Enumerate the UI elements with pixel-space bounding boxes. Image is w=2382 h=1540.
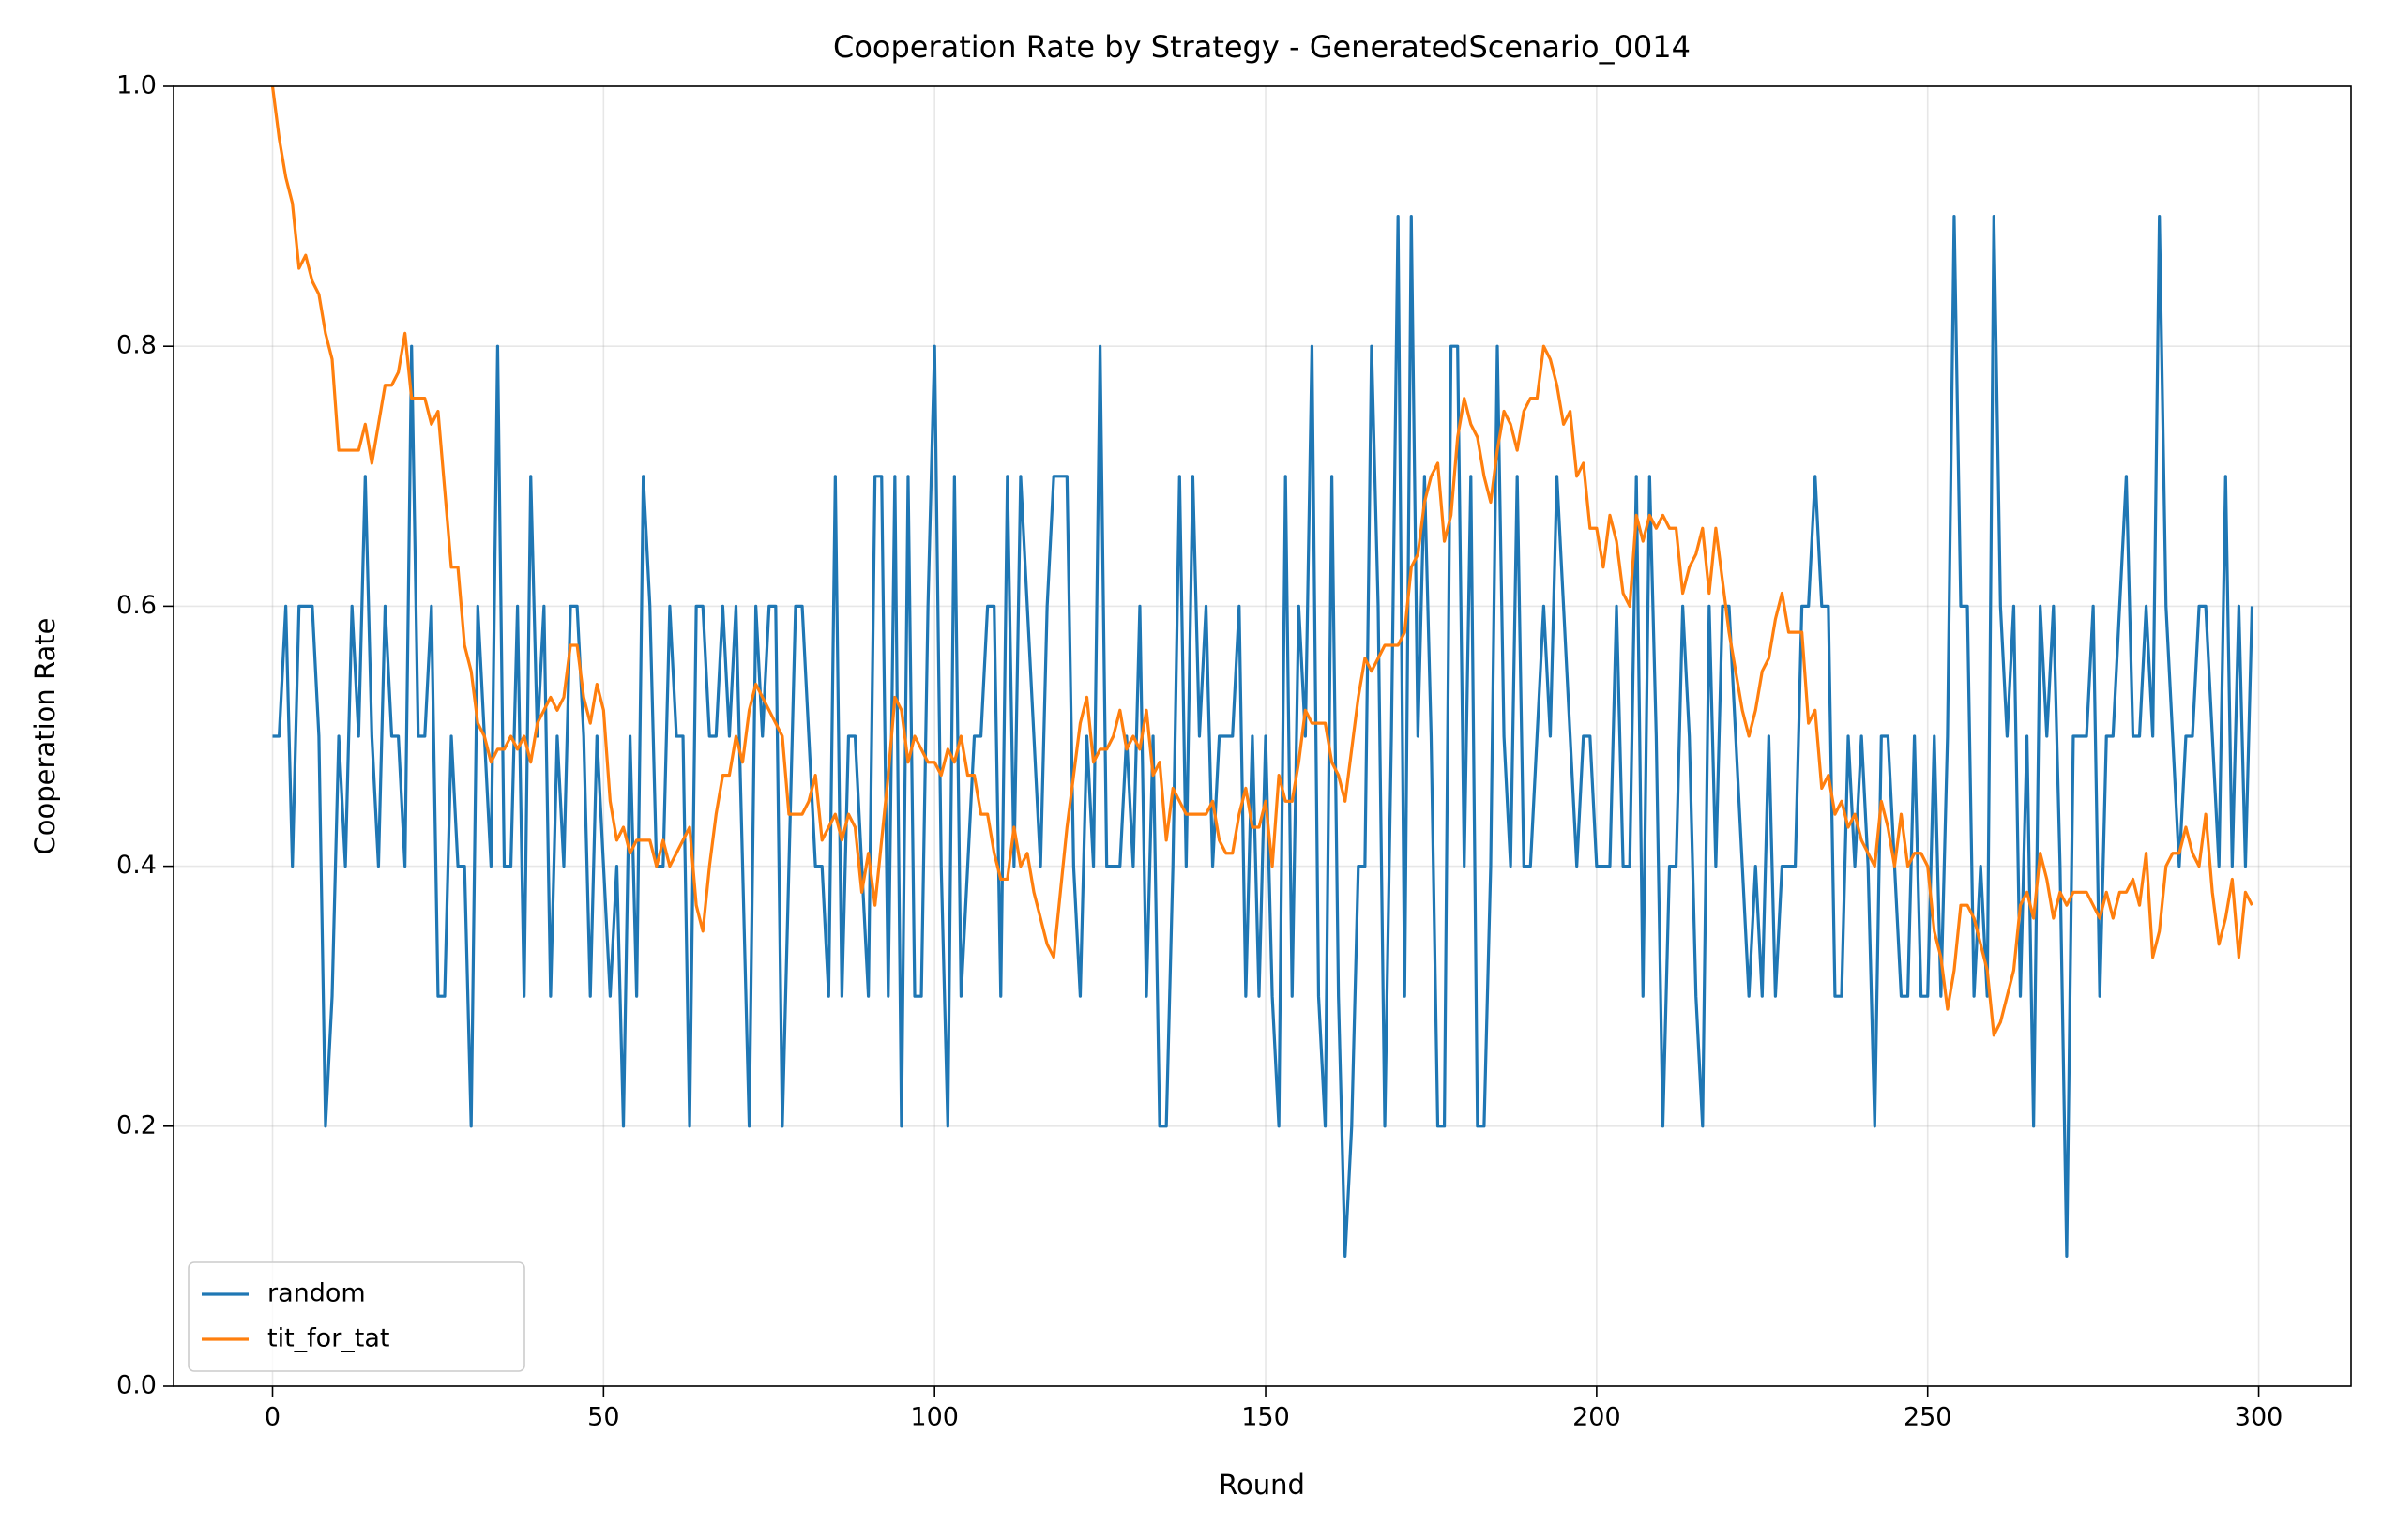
series-line bbox=[272, 215, 2254, 1258]
legend-frame bbox=[188, 1261, 525, 1372]
y-tick-label: 0.4 bbox=[116, 851, 157, 880]
plot-frame bbox=[173, 85, 2352, 1387]
x-tick-label: 150 bbox=[1241, 1403, 1290, 1432]
legend-label: tit_for_tat bbox=[267, 1324, 390, 1353]
x-tick-label: 100 bbox=[910, 1403, 959, 1432]
y-tick-label: 0.6 bbox=[116, 591, 157, 620]
y-axis-label: Cooperation Rate bbox=[29, 618, 61, 855]
x-tick-label: 0 bbox=[265, 1403, 281, 1432]
x-tick-label: 250 bbox=[1904, 1403, 1952, 1432]
x-tick-label: 50 bbox=[587, 1403, 619, 1432]
chart-title: Cooperation Rate by Strategy - Generated… bbox=[833, 29, 1691, 65]
series-line bbox=[270, 86, 2253, 1037]
y-tick-label: 1.0 bbox=[116, 71, 157, 100]
legend: random tit_for_tat bbox=[188, 1261, 525, 1372]
y-tick-label: 0.0 bbox=[116, 1371, 157, 1400]
x-tick-label: 200 bbox=[1572, 1403, 1621, 1432]
x-axis-label: Round bbox=[1219, 1469, 1305, 1501]
y-tick-label: 0.8 bbox=[116, 331, 157, 360]
x-tick-label: 300 bbox=[2235, 1403, 2283, 1432]
legend-label: random bbox=[267, 1279, 366, 1308]
y-tick-label: 0.2 bbox=[116, 1110, 157, 1140]
